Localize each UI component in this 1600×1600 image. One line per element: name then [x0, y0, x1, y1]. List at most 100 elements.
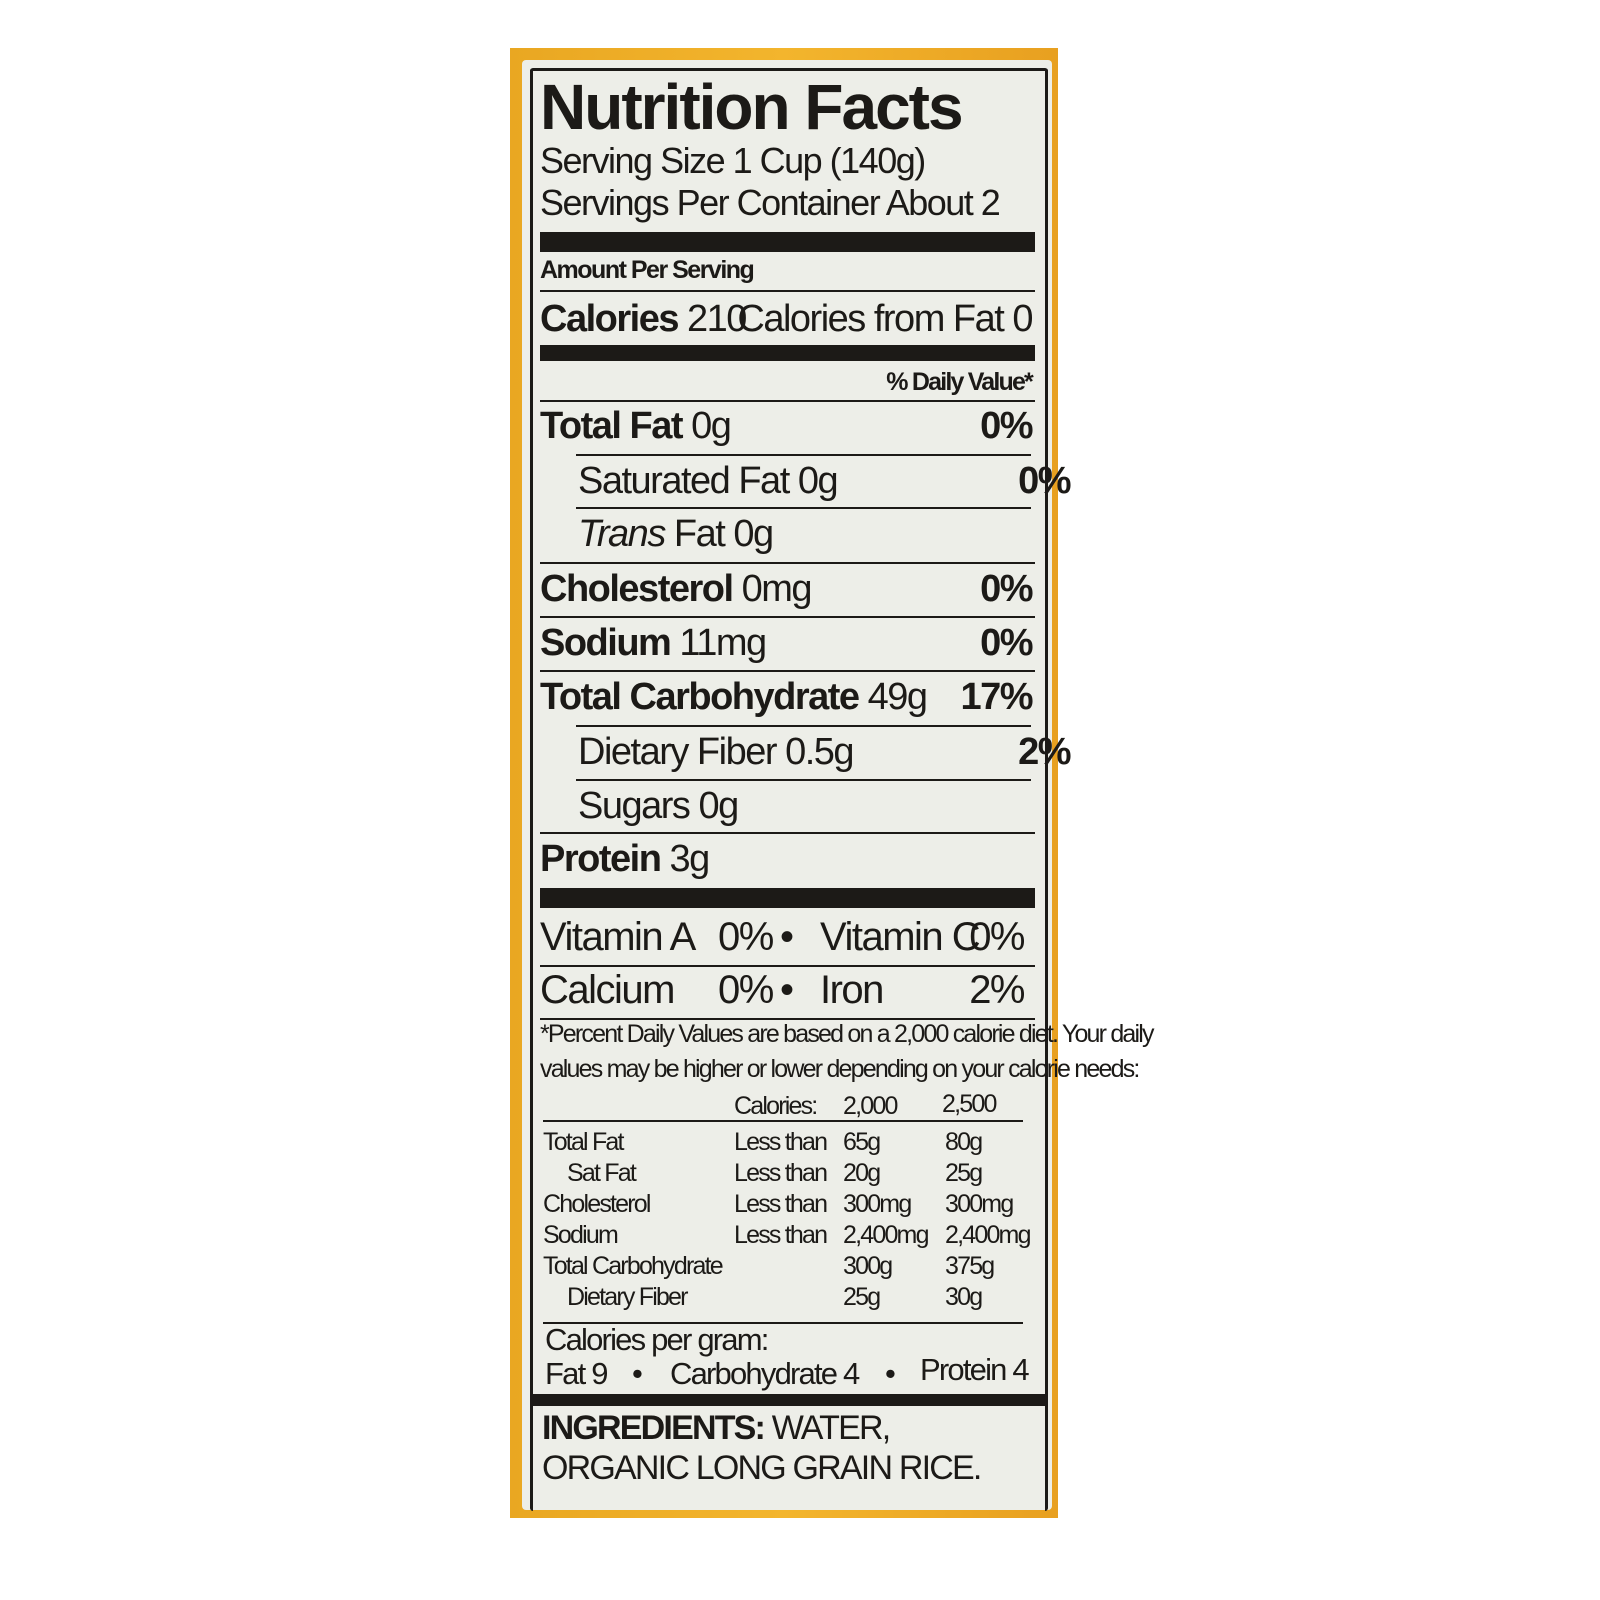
- nutrient-amount: 0.5g: [785, 731, 854, 773]
- nutrient-daily-value: 17%: [960, 676, 1033, 718]
- divider: [576, 454, 1031, 456]
- dv-table-cell: Sodium: [543, 1221, 619, 1249]
- nutrient-amount: 0g: [797, 460, 839, 502]
- dv-table-cell: 300mg: [945, 1190, 1014, 1218]
- vitamin-value: 2%: [969, 968, 1025, 1012]
- ingredients-text: WATER, ORGANIC LONG GRAIN RICE.: [542, 1409, 982, 1487]
- bullet: •: [780, 915, 794, 959]
- nutrient-label: Total Fat: [540, 405, 684, 447]
- nutrient-label: Sugars: [578, 785, 691, 827]
- nutrient-amount: 0mg: [741, 568, 813, 610]
- cpg-carbohydrate: Carbohydrate 4: [670, 1356, 860, 1391]
- nutrient-label: Sodium: [540, 622, 672, 664]
- ingredients-label: INGREDIENTS:: [542, 1409, 766, 1447]
- dv-table-cell: 65g: [843, 1128, 881, 1156]
- dv-table-cell: Sat Fat: [567, 1159, 637, 1187]
- nutrient-row: Sugars 0g: [540, 785, 1070, 828]
- footnote-line: values may be higher or lower depending …: [540, 1055, 1140, 1083]
- dv-table-cell: 2,400mg: [843, 1221, 929, 1249]
- divider: [540, 832, 1035, 834]
- divider: [540, 562, 1035, 564]
- divider: [540, 1018, 1035, 1020]
- thick-divider: [540, 888, 1035, 908]
- nutrient-daily-value: 0%: [980, 405, 1033, 447]
- divider: [576, 507, 1031, 509]
- nutrient-amount: 49g: [867, 676, 928, 718]
- dv-table-cell: Less than: [734, 1190, 828, 1218]
- cpg-protein: Protein 4: [920, 1352, 1030, 1387]
- divider: [540, 400, 1035, 402]
- nutrient-amount: 0g: [698, 785, 739, 827]
- footnote-line: *Percent Daily Values are based on a 2,0…: [540, 1020, 1155, 1048]
- dv-table-cell: Less than: [734, 1221, 828, 1249]
- vitamin-label: Vitamin C: [820, 915, 981, 959]
- bullet: •: [780, 968, 794, 1012]
- nutrient-row: Saturated Fat 0g 0%: [540, 460, 1071, 503]
- dv-table-cell: 375g: [945, 1252, 995, 1280]
- divider: [576, 725, 1031, 727]
- calories-value: 210: [687, 298, 747, 340]
- dv-table-cell: 20g: [843, 1159, 881, 1187]
- dv-table-header: 2,500: [942, 1090, 997, 1118]
- dv-table-cell: 300mg: [843, 1190, 912, 1218]
- nutrient-daily-value: 0%: [980, 568, 1033, 610]
- dv-table-cell: Total Carbohydrate: [543, 1252, 724, 1280]
- dv-table-cell: 300g: [843, 1252, 893, 1280]
- daily-value-header: % Daily Value*: [886, 368, 1034, 396]
- nutrient-amount: 11mg: [679, 622, 767, 664]
- dv-table-cell: 80g: [945, 1128, 983, 1156]
- nutrition-facts-box: [530, 68, 1048, 1511]
- nutrient-label: Protein: [540, 838, 662, 880]
- dv-table-cell: 30g: [945, 1283, 983, 1311]
- nutrient-daily-value: 0%: [1018, 460, 1071, 502]
- nutrient-label: Dietary Fiber: [578, 731, 778, 773]
- vitamin-label: Vitamin A: [540, 915, 696, 959]
- thick-divider: [530, 1394, 1048, 1406]
- nutrient-label: Total Carbohydrate: [540, 676, 860, 718]
- vitamin-value: 0%: [969, 915, 1025, 959]
- nutrient-row: Sodium 11mg 0%: [540, 622, 1033, 665]
- nutrient-row: Protein 3g: [540, 838, 1032, 881]
- dv-table-cell: Dietary Fiber: [567, 1283, 688, 1311]
- serving-size: Serving Size 1 Cup (140g): [540, 140, 926, 181]
- amount-per-serving: Amount Per Serving: [540, 256, 755, 284]
- nutrition-label: [522, 60, 1052, 1510]
- nutrient-label-suffix: Fat: [673, 513, 726, 555]
- dv-table-cell: 25g: [843, 1283, 881, 1311]
- nutrient-daily-value: 2%: [1018, 731, 1071, 773]
- nutrient-label: Trans: [578, 513, 666, 555]
- vitamin-value: 0%: [718, 915, 774, 959]
- label-title: Nutrition Facts: [540, 71, 964, 143]
- dv-table-cell: Total Fat: [543, 1128, 624, 1156]
- nutrient-label: Cholesterol: [540, 568, 734, 610]
- divider: [540, 616, 1035, 618]
- calories-from-fat: Calories from Fat 0: [737, 298, 1033, 340]
- nutrient-amount: 0g: [691, 405, 732, 447]
- vitamin-value: 0%: [718, 968, 774, 1012]
- cpg-fat: Fat 9: [545, 1356, 608, 1391]
- nutrient-daily-value: 0%: [980, 622, 1033, 664]
- divider: [543, 1120, 1023, 1122]
- dv-table-header: 2,000: [843, 1092, 898, 1120]
- calories-label: Calories: [540, 298, 679, 340]
- vitamin-label: Calcium: [540, 968, 675, 1012]
- nutrient-row: Cholesterol 0mg 0%: [540, 568, 1033, 611]
- nutrient-row: Total Fat 0g 0%: [540, 405, 1033, 448]
- nutrient-amount: 0g: [733, 513, 774, 555]
- dv-table-cell: Cholesterol: [543, 1190, 651, 1218]
- divider: [540, 965, 1035, 967]
- nutrient-row: Total Carbohydrate 49g 17%: [540, 676, 1033, 719]
- ingredients: INGREDIENTS: WATER, ORGANIC LONG GRAIN R…: [542, 1408, 1032, 1488]
- divider: [543, 1322, 1023, 1324]
- dv-table-header: Calories:: [734, 1092, 818, 1120]
- divider: [540, 670, 1035, 672]
- thick-divider: [540, 345, 1035, 361]
- bullet: •: [885, 1356, 896, 1391]
- calories-row: Calories 210 Calories from Fat 0: [540, 298, 1033, 341]
- dv-table-cell: Less than: [734, 1128, 828, 1156]
- nutrient-amount: 3g: [669, 838, 710, 880]
- divider: [576, 779, 1031, 781]
- dv-table-cell: Less than: [734, 1159, 828, 1187]
- vitamin-label: Iron: [820, 968, 884, 1012]
- bullet: •: [632, 1356, 643, 1391]
